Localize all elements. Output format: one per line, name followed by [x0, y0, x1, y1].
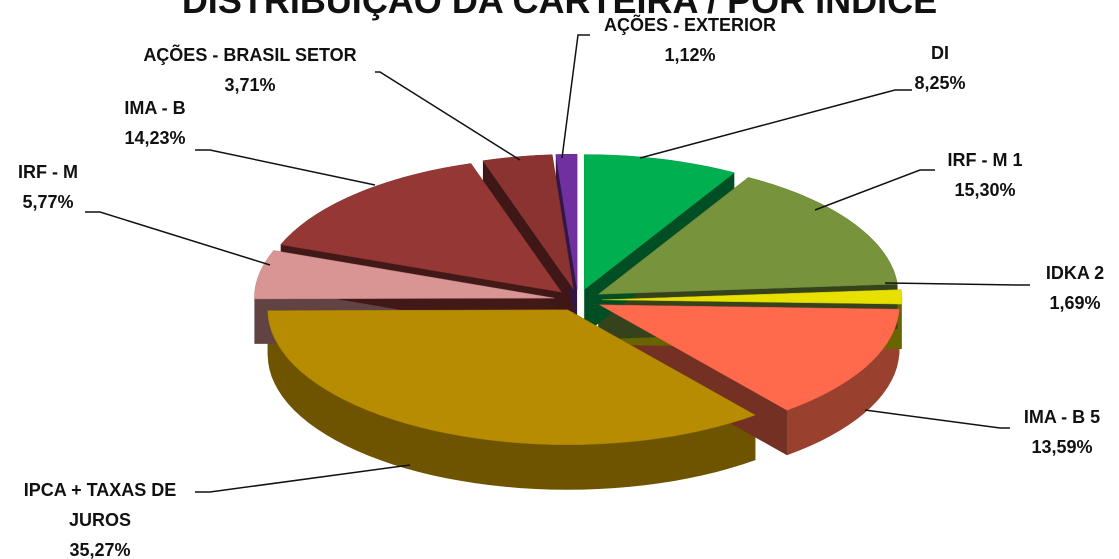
category-label: AÇÕES - EXTERIOR [603, 15, 777, 35]
slice-label: IRF - M 1 15,30% [925, 145, 1045, 205]
slice-label: IPCA + TAXAS DE JUROS 35,27% [0, 475, 200, 559]
slice [583, 154, 735, 291]
chart-title: DISTRIBUIÇÃO DA CARTEIRA / POR ÍNDICE [181, 0, 938, 21]
value-label: 35,27% [69, 540, 131, 559]
category-label: DI [931, 43, 949, 63]
slice-label: IRF - M 5,77% [0, 157, 103, 217]
value-label: 8,25% [914, 73, 966, 93]
category-label: IMA - B [124, 98, 186, 118]
leader-line [195, 464, 411, 493]
value-label: 13,59% [1031, 437, 1093, 457]
slice [280, 163, 563, 293]
leader-line [561, 34, 590, 159]
slice [601, 289, 903, 305]
leader-line [864, 409, 1010, 429]
slice [267, 309, 756, 445]
leader-line [85, 211, 271, 266]
slice-label: IDKA 2 1,69% [1025, 258, 1119, 318]
slice-label: AÇÕES - EXTERIOR 1,12% [580, 10, 800, 70]
category-label: IPCA + TAXAS DE JUROS [23, 480, 177, 530]
slice-label: IMA - B 14,23% [95, 93, 215, 153]
slice-label: IMA - B 5 13,59% [1007, 402, 1117, 462]
category-label: IRF - M 1 [947, 150, 1023, 170]
leader-line [375, 71, 521, 161]
slice [555, 153, 578, 290]
leader-line [195, 149, 376, 186]
category-label: IDKA 2 [1045, 263, 1105, 283]
slice-label: AÇÕES - BRASIL SETOR 3,71% [120, 40, 380, 100]
leader-line [814, 169, 935, 211]
value-label: 5,77% [22, 192, 74, 212]
category-label: AÇÕES - BRASIL SETOR [143, 45, 357, 65]
slice-outer-wall [787, 309, 900, 456]
slice [482, 154, 574, 290]
leader-line [639, 89, 912, 159]
slice-outer-wall [267, 310, 756, 490]
value-label: 14,23% [124, 128, 186, 148]
value-label: 1,69% [1049, 293, 1101, 313]
value-label: 3,71% [224, 75, 276, 95]
value-label: 15,30% [954, 180, 1016, 200]
leader-line [884, 282, 1030, 286]
value-label: 1,12% [664, 45, 716, 65]
category-label: IMA - B 5 [1023, 407, 1101, 427]
slice [254, 250, 555, 300]
slice [599, 304, 900, 411]
slice-label: DI 8,25% [880, 38, 1000, 98]
category-label: IRF - M [18, 162, 78, 182]
